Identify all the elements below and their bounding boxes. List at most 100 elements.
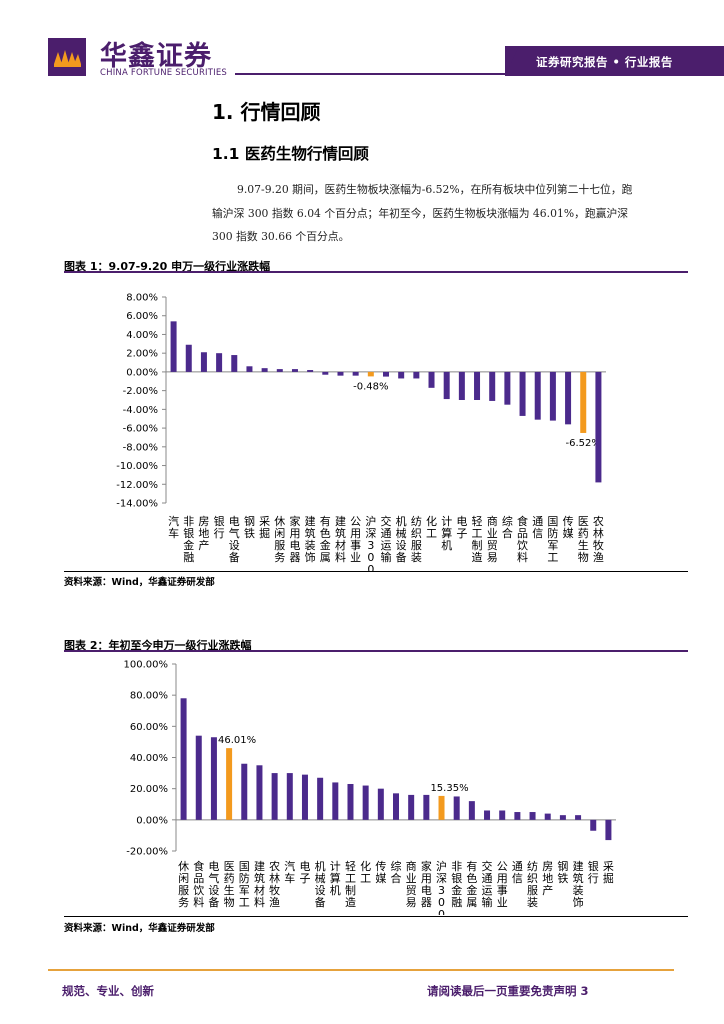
bar-非银金融 bbox=[185, 344, 192, 372]
x-category-label: 公用事业 bbox=[350, 515, 361, 564]
bar-有色金属 bbox=[322, 371, 329, 375]
bar-家用电器 bbox=[423, 794, 430, 820]
bar-电子 bbox=[458, 371, 465, 400]
footer-rule bbox=[48, 969, 674, 971]
x-category-label: 纺织服装 bbox=[411, 514, 422, 564]
x-category-label: 综合 bbox=[391, 859, 402, 885]
figure-1-source-rule bbox=[64, 571, 688, 572]
x-category-label: 轻工制造 bbox=[345, 859, 356, 909]
bar-医药生物 bbox=[226, 748, 233, 820]
report-type-label: 证券研究报告 • 行业报告 bbox=[536, 55, 673, 69]
y-tick-label: 40.00% bbox=[130, 753, 168, 764]
x-category-label: 沪深 3 0 0 bbox=[436, 859, 447, 915]
y-tick-label: 80.00% bbox=[130, 691, 168, 702]
x-category-label: 有色金属 bbox=[320, 514, 331, 564]
bar-纺织服装 bbox=[413, 371, 420, 379]
x-category-label: 化工 bbox=[360, 859, 371, 885]
x-category-label: 非银金融 bbox=[451, 860, 462, 909]
x-category-label: 采掘 bbox=[259, 515, 270, 540]
bar-休闲服务 bbox=[276, 369, 283, 372]
y-tick-label: 100.00% bbox=[124, 660, 169, 671]
x-category-label: 医药生物 bbox=[578, 515, 589, 564]
bar-建筑材料 bbox=[256, 765, 263, 820]
bar-传媒 bbox=[377, 788, 384, 820]
figure-2-title: 图表 2：年初至今申万一级行业涨跌幅 bbox=[64, 639, 252, 652]
x-category-label: 医药生物 bbox=[224, 860, 235, 909]
bar-电气设备 bbox=[210, 737, 217, 820]
bar-休闲服务 bbox=[180, 698, 187, 820]
bar-沪深300 bbox=[438, 795, 445, 820]
bar-计算机 bbox=[332, 782, 339, 820]
bar-农林牧渔 bbox=[595, 371, 602, 483]
y-tick-label: 60.00% bbox=[130, 722, 168, 733]
x-category-label: 银行 bbox=[214, 514, 225, 540]
bar-食品饮料 bbox=[519, 371, 526, 416]
x-category-label: 通信 bbox=[532, 515, 543, 540]
x-category-label: 农林牧渔 bbox=[269, 859, 280, 909]
bar-汽车 bbox=[286, 773, 293, 820]
bar-食品饮料 bbox=[195, 735, 202, 820]
bar-房地产 bbox=[200, 352, 207, 372]
bar-综合 bbox=[393, 793, 399, 820]
x-category-label: 传媒 bbox=[375, 860, 386, 885]
bar-医药生物 bbox=[580, 371, 587, 433]
figure-2-chart: 100.00% 80.00% 60.00% 40.00% 20.00% 0.00% -20.… bbox=[124, 660, 616, 915]
x-category-label: 沪深 3 0 0 bbox=[365, 514, 376, 572]
x-category-label: 休闲服务 bbox=[274, 515, 285, 564]
x-category-label: 机械设备 bbox=[396, 514, 407, 564]
x-category-label: 商业贸易 bbox=[406, 859, 417, 909]
x-category-label: 交通运输 bbox=[482, 859, 493, 909]
y-tick-label: 2.00% bbox=[126, 349, 158, 360]
data-label: -0.48% bbox=[353, 381, 388, 392]
y-tick-label: 0.00% bbox=[136, 815, 168, 826]
x-category-label: 国防军工 bbox=[547, 515, 558, 564]
y-tick-label: -8.00% bbox=[123, 442, 158, 453]
bar-国防军工 bbox=[549, 371, 556, 421]
section-heading: 1. 行情回顾 bbox=[212, 100, 321, 124]
bar-公用事业 bbox=[499, 810, 506, 820]
x-category-label: 采掘 bbox=[603, 860, 614, 885]
x-category-label: 电子 bbox=[299, 860, 310, 885]
bar-钢铁 bbox=[246, 366, 253, 372]
paragraph-line-2: 输沪深 300 指数 6.04 个百分点；年初至今，医药生物板块涨幅为 46.0… bbox=[212, 207, 629, 220]
bar-通信 bbox=[514, 812, 521, 820]
bar-家用电器 bbox=[291, 369, 298, 372]
x-category-label: 计算机 bbox=[441, 515, 452, 552]
figure-1-rule bbox=[64, 271, 688, 273]
bar-交通运输 bbox=[484, 810, 491, 820]
x-category-label: 建筑装饰 bbox=[305, 514, 316, 564]
bar-机械设备 bbox=[398, 371, 405, 379]
y-tick-label: 0.00% bbox=[126, 367, 158, 378]
x-category-label: 交通运输 bbox=[381, 514, 392, 564]
bar-传媒 bbox=[565, 371, 572, 425]
x-category-label: 纺织服装 bbox=[527, 859, 538, 909]
bar-农林牧渔 bbox=[271, 773, 278, 820]
figure-1-chart: 8.00% 6.00% 4.00% 2.00% 0.00% -2.00% -4.00% -6.… bbox=[116, 293, 606, 572]
x-category-label: 钢铁 bbox=[557, 860, 568, 885]
header-band bbox=[505, 46, 724, 76]
company-name-cn: 华鑫证券 bbox=[100, 41, 212, 72]
bar-电气设备 bbox=[231, 355, 238, 372]
bar-国防军工 bbox=[241, 763, 248, 820]
paragraph-line-3: 300 指数 30.66 个百分点。 bbox=[212, 230, 350, 243]
x-category-label: 食品饮料 bbox=[193, 859, 204, 909]
company-logo-icon bbox=[48, 38, 86, 76]
header-rule bbox=[235, 73, 510, 75]
y-tick-label: -20.00% bbox=[126, 847, 168, 858]
figure-2-source-rule bbox=[64, 916, 688, 917]
x-category-label: 家用电器 bbox=[421, 859, 432, 909]
bar-采掘 bbox=[605, 819, 612, 841]
y-tick-label: 8.00% bbox=[126, 293, 158, 304]
y-tick-label: -10.00% bbox=[116, 461, 158, 472]
x-category-label: 钢铁 bbox=[244, 515, 255, 540]
x-category-label: 有色金属 bbox=[466, 859, 477, 909]
bar-银行 bbox=[590, 819, 597, 831]
bar-商业贸易 bbox=[489, 371, 496, 401]
bar-交通运输 bbox=[383, 371, 389, 377]
bar-电子 bbox=[301, 774, 308, 820]
data-label: 15.35% bbox=[430, 783, 468, 794]
bar-公用事业 bbox=[352, 371, 359, 376]
bar-建筑材料 bbox=[337, 371, 344, 376]
x-category-label: 汽车 bbox=[168, 514, 179, 540]
bar-沪深300 bbox=[367, 371, 374, 377]
